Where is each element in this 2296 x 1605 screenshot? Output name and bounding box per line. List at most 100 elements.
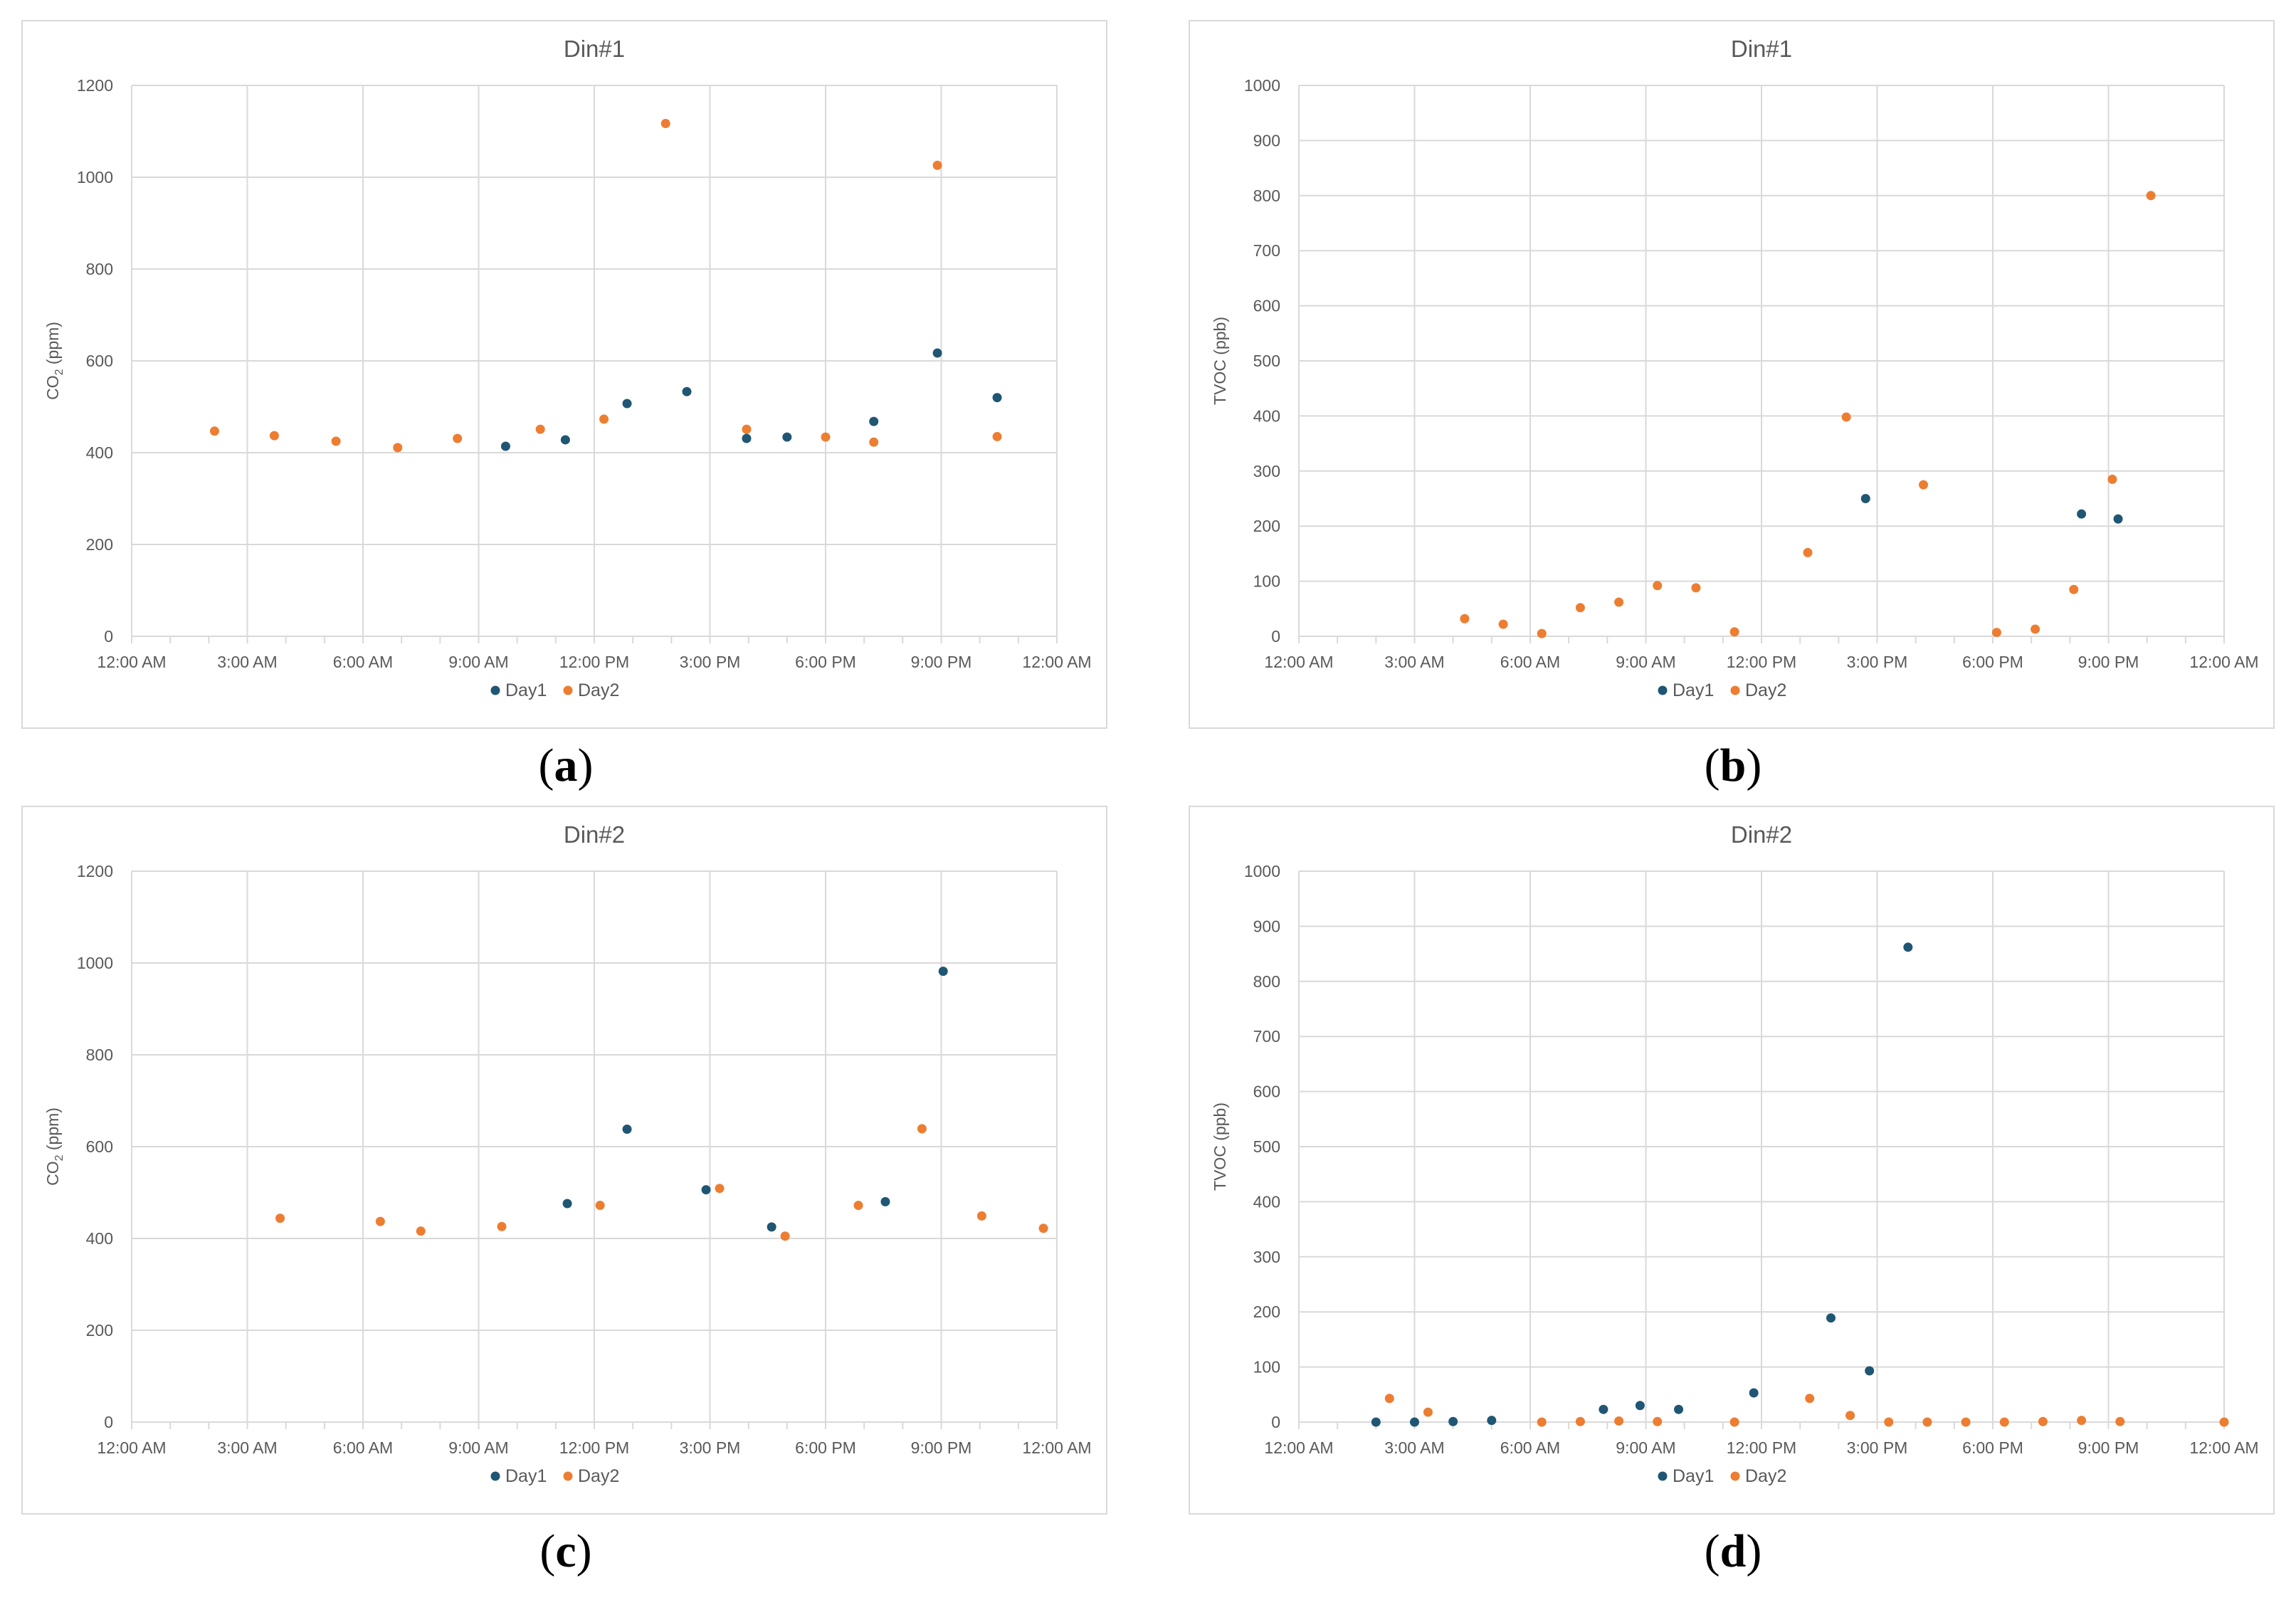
- x-tick-label: 12:00 AM: [1264, 1438, 1333, 1457]
- data-point-day1: [880, 1196, 890, 1206]
- y-tick-label: 400: [1253, 1192, 1280, 1211]
- data-point-day2: [2038, 1416, 2048, 1426]
- data-point-day1: [500, 441, 510, 451]
- legend-marker-day2: [563, 1471, 573, 1481]
- chart-panel-b: Din#1 0 100 200 300 400 500 600 700 800 900 1000 12:…: [1189, 20, 2277, 732]
- x-tick-label: 6:00 AM: [1500, 653, 1560, 671]
- legend-marker-day2: [1730, 685, 1740, 695]
- legend-label-day1: Day1: [505, 680, 547, 700]
- legend-label-day2: Day2: [578, 1466, 619, 1486]
- data-point-day2: [1961, 1417, 1971, 1427]
- data-point-day2: [1999, 1417, 2009, 1427]
- caption-letter: a: [554, 740, 578, 791]
- data-point-day2: [2077, 1416, 2087, 1426]
- caption-letter: b: [1720, 740, 1747, 791]
- y-axis-label-main: TVOC (ppb): [1211, 317, 1229, 405]
- y-tick-label: 1000: [77, 954, 113, 972]
- chart-svg: Din#2 0 200 400 600 800 1000 1200 12:00 AM 3:00 A…: [43, 821, 1092, 1486]
- chart-svg: Din#2 0 100 200 300 400 500 600 700 800 900 1000 12:…: [1211, 821, 2259, 1486]
- y-tick-label: 100: [1253, 1358, 1280, 1377]
- data-point-day2: [1919, 480, 1928, 490]
- data-point-day2: [1653, 1416, 1663, 1426]
- data-point-day2: [1691, 583, 1701, 593]
- data-point-day2: [2115, 1416, 2125, 1426]
- data-point-day2: [2107, 474, 2117, 484]
- x-tick-label: 3:00 AM: [217, 1438, 277, 1457]
- data-point-day2: [917, 1124, 927, 1134]
- data-point-day2: [1884, 1417, 1894, 1427]
- y-tick-label: 800: [1253, 186, 1280, 205]
- chart-frame: [1189, 20, 2275, 729]
- y-tick-label: 300: [1253, 462, 1280, 480]
- data-point-day1: [622, 1124, 632, 1134]
- x-tick-label: 6:00 PM: [1962, 1438, 2023, 1457]
- data-point-day2: [932, 160, 942, 170]
- legend-marker-day1: [490, 685, 500, 695]
- data-point-day2: [595, 1201, 605, 1211]
- x-tick-label: 3:00 PM: [1847, 1438, 1908, 1457]
- legend-marker-day1: [1658, 1471, 1668, 1481]
- legend-label-day2: Day2: [578, 680, 619, 700]
- x-tick-label: 12:00 AM: [1022, 1438, 1091, 1457]
- y-tick-label: 600: [1253, 297, 1280, 315]
- caption-d: (d): [1704, 1525, 1762, 1577]
- y-tick-label: 1000: [77, 168, 113, 186]
- data-point-day1: [1635, 1401, 1645, 1411]
- data-point-day1: [622, 399, 632, 409]
- caption-b: (b): [1704, 740, 1762, 791]
- data-point-day2: [1537, 628, 1547, 638]
- y-tick-label: 0: [104, 1413, 113, 1431]
- y-tick-label: 600: [86, 1137, 113, 1156]
- data-point-day2: [715, 1184, 725, 1194]
- chart-panel-d: Din#2 0 100 200 300 400 500 600 700 800 900 1000 12:…: [1189, 806, 2277, 1517]
- x-tick-label: 12:00 AM: [97, 653, 166, 671]
- chart-panel-c: Din#2 0 200 400 600 800 1000 1200 12:00 AM 3:00 A…: [21, 806, 1110, 1517]
- legend-label-day1: Day1: [505, 1466, 547, 1486]
- chart-frame: [1189, 806, 2275, 1515]
- chart-svg: Din#1 0 100 200 300 400 500 600 700 800 900 1000 12:…: [1211, 36, 2259, 700]
- data-point-day2: [497, 1221, 507, 1231]
- data-point-day1: [992, 393, 1002, 403]
- data-point-day2: [1423, 1407, 1433, 1417]
- data-point-day1: [560, 435, 570, 445]
- y-tick-label: 800: [86, 260, 113, 278]
- x-tick-label: 12:00 AM: [97, 1438, 166, 1457]
- x-tick-label: 6:00 PM: [1962, 653, 2023, 671]
- data-point-day2: [2069, 584, 2079, 594]
- x-tick-label: 6:00 AM: [333, 653, 393, 671]
- y-tick-label: 400: [86, 1229, 113, 1248]
- data-point-day1: [869, 416, 879, 426]
- data-point-day1: [1599, 1404, 1608, 1414]
- y-axis-label-unit: (ppm): [43, 1107, 62, 1154]
- caption-a: (a): [538, 740, 594, 791]
- data-point-day2: [1991, 628, 2001, 638]
- y-axis-label-main: TVOC (ppb): [1211, 1103, 1229, 1191]
- data-point-day1: [1410, 1417, 1419, 1427]
- chart-frame: [21, 20, 1107, 729]
- y-tick-label: 800: [86, 1046, 113, 1064]
- legend-label-day2: Day2: [1745, 680, 1786, 700]
- data-point-day2: [1729, 1417, 1739, 1427]
- caption-c: (c): [539, 1525, 592, 1577]
- caption-letter: d: [1720, 1525, 1747, 1577]
- data-point-day1: [1903, 942, 1913, 952]
- data-point-day2: [1845, 1411, 1855, 1421]
- data-point-day2: [1614, 1416, 1624, 1426]
- data-point-day1: [932, 348, 942, 358]
- y-tick-label: 200: [86, 535, 113, 554]
- data-point-day2: [1729, 627, 1739, 637]
- data-point-day1: [562, 1199, 572, 1209]
- data-point-day2: [1614, 597, 1624, 607]
- y-tick-label: 200: [1253, 517, 1280, 535]
- y-tick-label: 500: [1253, 352, 1280, 370]
- chart-title: Din#1: [1731, 36, 1792, 62]
- data-point-day2: [1841, 412, 1851, 422]
- x-tick-label: 9:00 AM: [448, 1438, 508, 1457]
- y-tick-label: 400: [86, 443, 113, 462]
- y-axis-label-main: CO: [43, 1161, 62, 1186]
- x-tick-label: 12:00 PM: [559, 653, 629, 671]
- data-point-day2: [1653, 581, 1663, 591]
- data-point-day2: [393, 443, 403, 453]
- data-point-day1: [742, 433, 752, 443]
- y-tick-label: 700: [1253, 1027, 1280, 1046]
